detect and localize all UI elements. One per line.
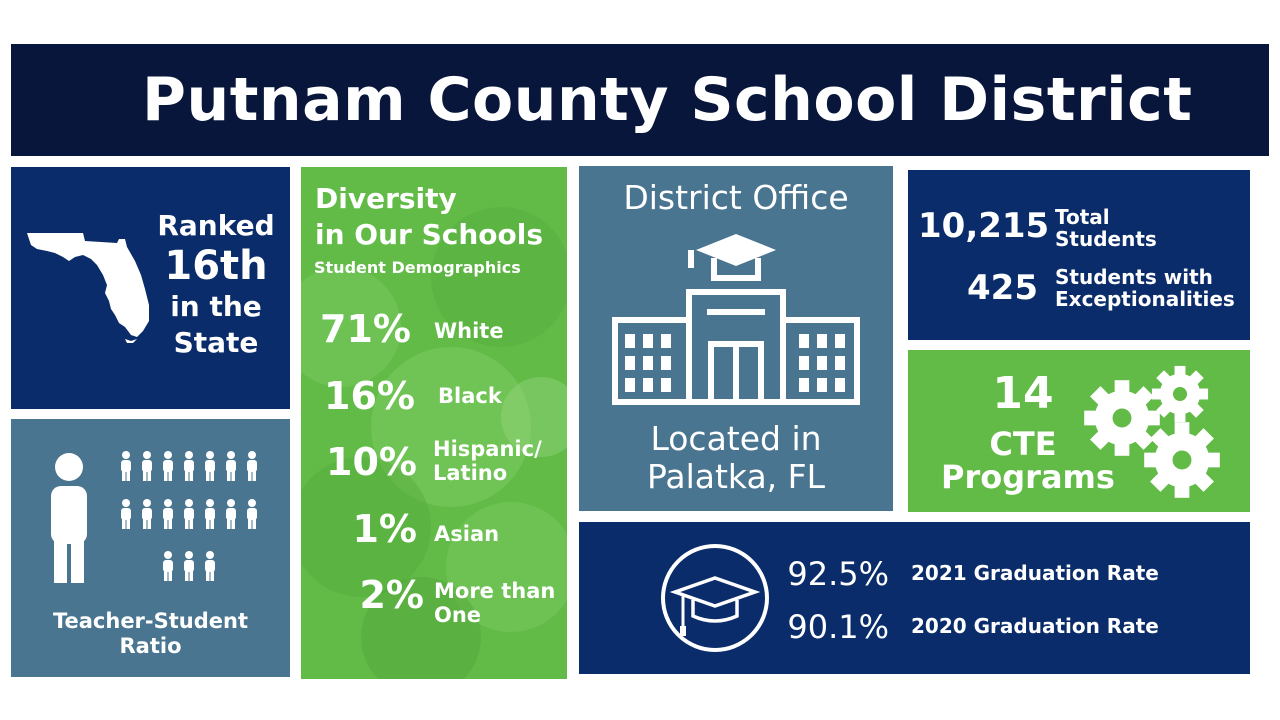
demographic-label-asian: Asian (434, 522, 500, 546)
demographic-percent-black: 16% (324, 374, 415, 418)
demographic-percent-hispanic: 10% (326, 440, 417, 484)
header-banner: Putnam County School District (11, 44, 1269, 156)
ranking-line-state: State (173, 326, 259, 359)
teacher-student-ratio-panel: Teacher-Student Ratio (11, 419, 290, 677)
graduation-rate-2021: 92.5% (787, 555, 889, 593)
student-counts-panel: 10,215 Total Students 425 Students with … (908, 170, 1250, 340)
ranking-panel: Ranked 16th in the State (11, 167, 290, 409)
ranking-line-ranked: Ranked (157, 209, 275, 242)
students-photo-background (301, 207, 567, 679)
teacher-student-icon (51, 451, 257, 583)
cte-programs-panel: 14 CTE Programs (908, 350, 1250, 512)
demographic-label-white: White (434, 319, 504, 343)
exceptional-students-value: 425 (967, 268, 1038, 308)
graduation-rate-2020: 90.1% (787, 608, 889, 646)
total-students-label: Total Students (1055, 205, 1157, 251)
total-students-value: 10,215 (918, 206, 1050, 246)
demographic-percent-white: 71% (320, 307, 411, 351)
graduation-cap-icon (661, 544, 769, 652)
cte-count: 14 (992, 368, 1054, 419)
graduation-label-2021: 2021 Graduation Rate (911, 561, 1159, 585)
florida-map-icon (27, 233, 149, 343)
diversity-panel: Diversity in Our Schools Student Demogra… (301, 167, 567, 679)
demographic-percent-more-than-one: 2% (359, 573, 424, 617)
diversity-subtitle: Student Demographics (314, 258, 521, 277)
ranking-text: Ranked 16th in the State (137, 209, 295, 361)
district-office-title: District Office (623, 178, 849, 217)
graduation-panel: 92.5% 2021 Graduation Rate 90.1% 2020 Gr… (579, 522, 1250, 674)
page-title: Putnam County School District (142, 65, 1193, 135)
cte-label: CTE (989, 425, 1057, 463)
ratio-label: Teacher-Student Ratio (52, 609, 249, 658)
exceptional-students-label: Students with Exceptionalities (1055, 265, 1235, 311)
ranking-line-16th: 16th (164, 243, 268, 289)
demographic-label-hispanic: Hispanic/ Latino (433, 437, 542, 485)
cte-programs-label: Programs (941, 458, 1115, 496)
demographic-label-more-than-one: More than One (434, 579, 556, 627)
school-building-icon (612, 234, 860, 405)
ranking-line-in-the: in the (170, 290, 262, 323)
district-office-location: Located in Palatka, FL (646, 419, 826, 496)
graduation-label-2020: 2020 Graduation Rate (911, 614, 1159, 638)
demographic-percent-asian: 1% (352, 507, 417, 551)
demographic-label-black: Black (438, 384, 502, 408)
district-office-panel: District Office Located in Palatka, FL (579, 166, 893, 511)
gears-icon (1084, 365, 1220, 498)
diversity-title: Diversity in Our Schools (315, 182, 544, 251)
